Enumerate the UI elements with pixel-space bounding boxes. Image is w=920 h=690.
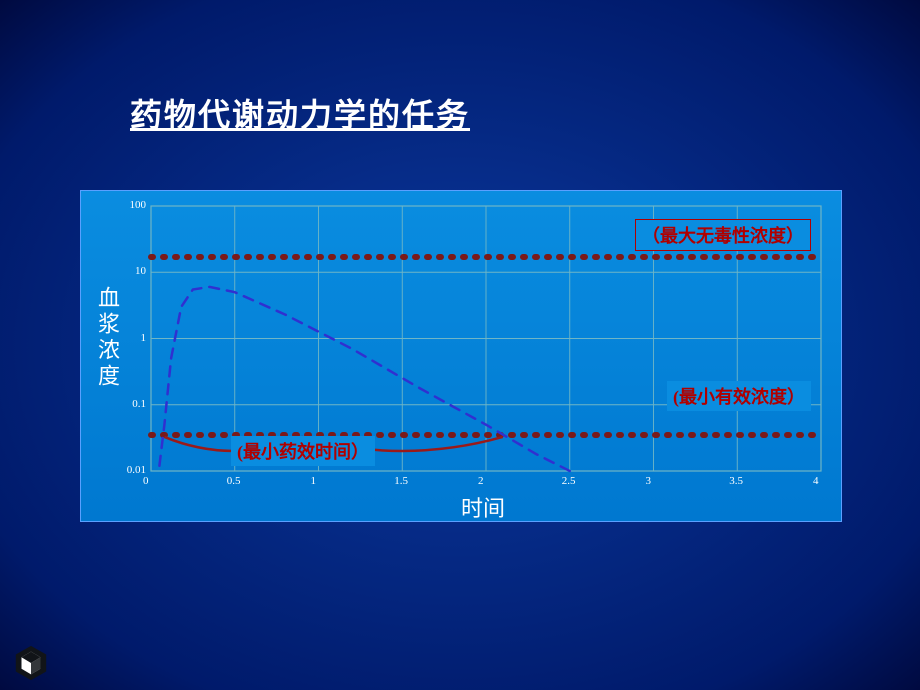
x-tick-label: 1.5 bbox=[394, 475, 408, 487]
x-tick-label: 3 bbox=[646, 475, 652, 487]
page-title: 药物代谢动力学的任务 bbox=[130, 90, 470, 136]
x-axis-label: 时间 bbox=[461, 491, 505, 523]
x-tick-label: 2 bbox=[478, 475, 484, 487]
x-tick-label: 2.5 bbox=[562, 475, 576, 487]
max-nontoxic-label: （最大无毒性浓度） bbox=[635, 219, 811, 251]
x-tick-label: 4 bbox=[813, 475, 819, 487]
min-effect-time-label: (最小药效时间） bbox=[231, 436, 375, 466]
x-tick-label: 0.5 bbox=[227, 475, 241, 487]
y-tick-label: 1 bbox=[141, 332, 147, 344]
logo-icon bbox=[12, 644, 50, 682]
y-tick-label: 0.1 bbox=[132, 398, 146, 410]
min-effective-label: (最小有效浓度） bbox=[667, 381, 811, 411]
y-tick-label: 10 bbox=[135, 265, 146, 277]
y-tick-label: 100 bbox=[130, 199, 147, 211]
y-axis-label: 血浆浓度 bbox=[91, 286, 123, 390]
x-tick-label: 1 bbox=[311, 475, 317, 487]
slide: 药物代谢动力学的任务 0.010.1110100 00.511.522.533.… bbox=[0, 0, 920, 690]
chart-container: 0.010.1110100 00.511.522.533.54 血浆浓度 时间 … bbox=[80, 190, 842, 522]
x-tick-label: 0 bbox=[143, 475, 149, 487]
x-tick-label: 3.5 bbox=[729, 475, 743, 487]
